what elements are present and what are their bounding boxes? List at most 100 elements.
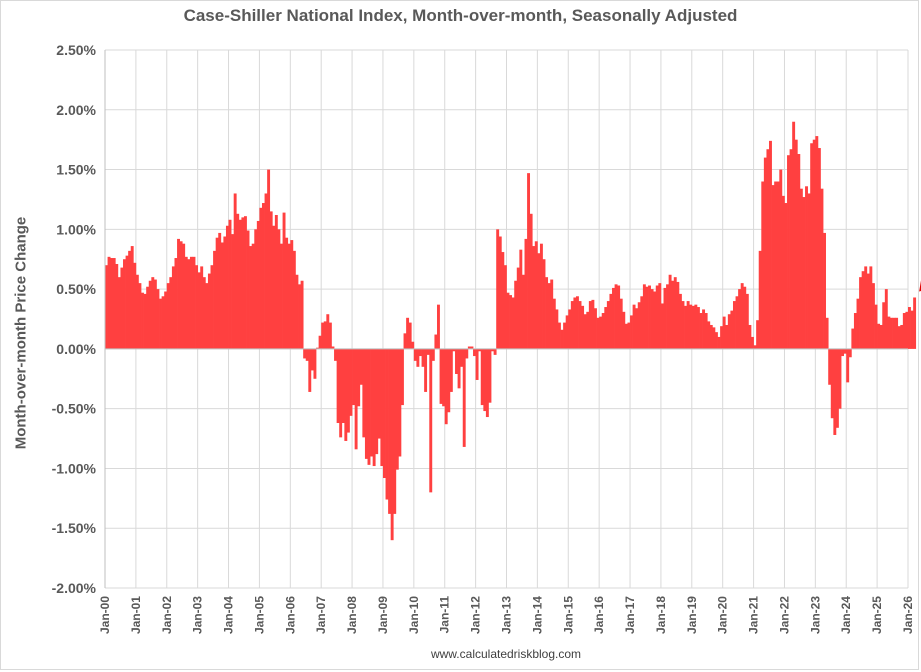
bar (550, 279, 554, 349)
y-tick-labels: -2.00% -1.50% -1.00% -0.50% 0.00% 0.50% 1.00% 1… (52, 42, 97, 596)
x-tick-label: Jan-23 (808, 596, 822, 634)
bar (326, 314, 330, 349)
bar (678, 293, 682, 349)
bar (534, 241, 538, 349)
bar (671, 280, 675, 349)
bar (532, 246, 536, 349)
x-tick-label: Jan-11 (438, 596, 452, 634)
bar (357, 348, 361, 407)
bar (434, 334, 438, 349)
bar (262, 203, 265, 349)
bar (820, 188, 824, 349)
bar (521, 274, 525, 349)
bar (238, 219, 242, 349)
bar (838, 348, 842, 409)
bar (568, 309, 572, 349)
bar (187, 259, 191, 349)
bar (189, 256, 193, 349)
bar (133, 262, 137, 349)
bar (161, 296, 165, 349)
bar (210, 265, 214, 349)
bar (195, 265, 198, 349)
bar (591, 299, 595, 349)
bar (159, 298, 162, 349)
bar (256, 220, 260, 349)
bar (663, 287, 667, 349)
bar (570, 301, 574, 349)
bar (202, 277, 206, 349)
bar (182, 243, 186, 349)
bar (635, 308, 639, 349)
bar (390, 348, 394, 541)
bar (815, 136, 819, 349)
bar (547, 283, 551, 349)
bar (223, 236, 227, 349)
bar (763, 157, 767, 349)
bar (455, 348, 458, 374)
bar (478, 348, 482, 352)
bar (704, 313, 708, 349)
bar (830, 348, 834, 419)
bar (259, 207, 263, 349)
bar (897, 326, 901, 349)
bar (305, 348, 309, 361)
bar (642, 284, 646, 349)
bar (426, 348, 430, 355)
bar (784, 203, 788, 349)
x-tick-label: Jan-14 (530, 596, 544, 634)
bar (395, 348, 399, 470)
bar (105, 265, 108, 349)
bar (730, 310, 734, 349)
bar (236, 213, 240, 349)
bar (722, 316, 726, 349)
bar (231, 234, 235, 349)
bar (823, 232, 826, 349)
bar (622, 311, 626, 349)
bar (853, 313, 857, 349)
bar (439, 348, 443, 404)
y-tick-label: -0.50% (52, 401, 97, 417)
bar (884, 289, 888, 349)
bar (285, 237, 289, 349)
bar (339, 348, 343, 438)
y-tick-label: 1.50% (56, 162, 96, 178)
bar (889, 317, 893, 349)
bar (336, 348, 340, 424)
bar (321, 322, 325, 349)
bar (480, 348, 484, 406)
bar (799, 188, 803, 349)
bar (735, 296, 739, 349)
x-tick-label: Jan-18 (654, 596, 668, 634)
bar (213, 250, 217, 349)
x-tick-label: Jan-10 (407, 596, 421, 634)
bar (581, 305, 585, 349)
bar (377, 348, 381, 439)
bar (869, 266, 873, 349)
bar (501, 252, 505, 349)
bar (812, 139, 816, 349)
bar (753, 345, 757, 349)
x-tick-label: Jan-25 (870, 596, 884, 634)
bar (552, 298, 556, 349)
bar (282, 212, 286, 349)
bar (758, 250, 762, 349)
bar (166, 283, 170, 349)
bar (349, 348, 353, 416)
bar (452, 348, 456, 352)
bar (493, 348, 497, 355)
bar (691, 305, 695, 349)
bar (846, 348, 850, 383)
bar (408, 322, 412, 349)
bar (684, 305, 688, 349)
bar (354, 348, 358, 450)
bar (802, 197, 806, 349)
bar (908, 307, 911, 349)
bar (431, 348, 435, 361)
bar (308, 348, 312, 392)
bar (776, 181, 780, 349)
bar (648, 285, 651, 349)
bar (617, 285, 621, 349)
bar (295, 274, 299, 349)
bar (110, 258, 114, 349)
